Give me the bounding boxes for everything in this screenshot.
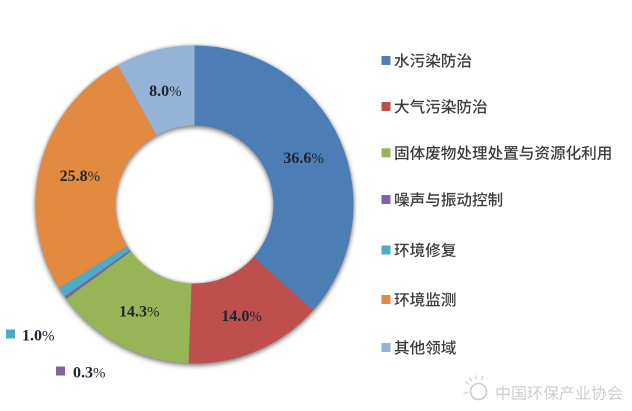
svg-text:25.8%: 25.8% bbox=[60, 168, 100, 185]
svg-text:36.6%: 36.6% bbox=[283, 150, 323, 167]
svg-text:14.3%: 14.3% bbox=[119, 304, 159, 321]
svg-text:14.0%: 14.0% bbox=[221, 308, 261, 325]
svg-text:0.3%: 0.3% bbox=[73, 365, 105, 382]
svg-text:1.0%: 1.0% bbox=[22, 328, 54, 345]
svg-text:8.0%: 8.0% bbox=[149, 83, 181, 100]
